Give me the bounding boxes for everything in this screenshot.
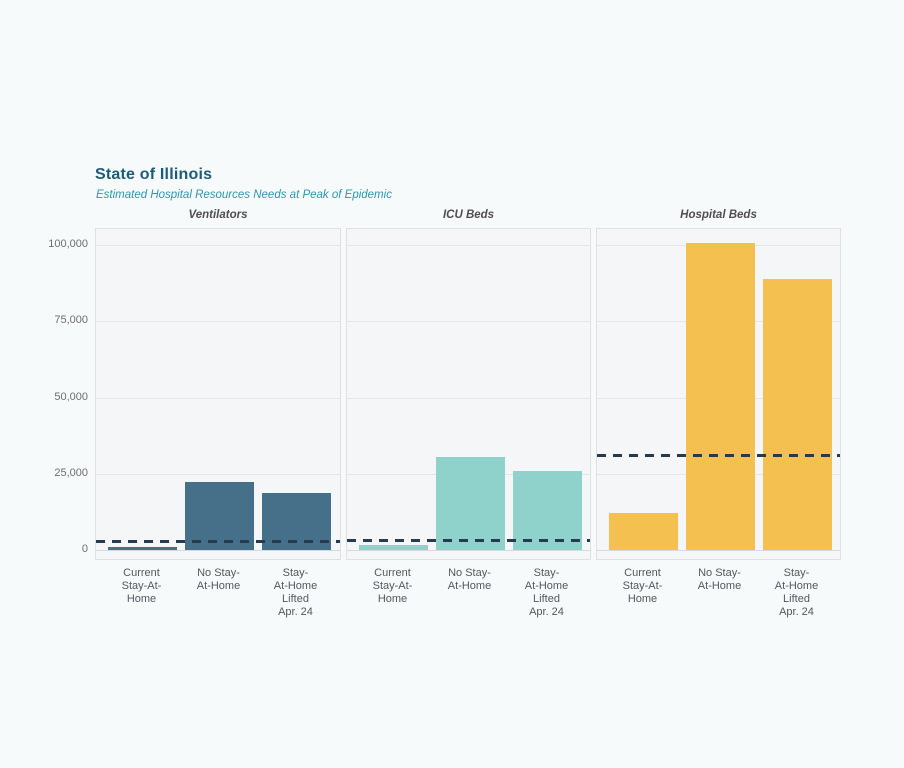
gridline (347, 397, 590, 399)
gridline (96, 473, 340, 475)
bar-ventilators-no-stay-at-home (185, 481, 254, 550)
capacity-dashed-line-ventilators (96, 539, 340, 543)
x-axis-label-current-stay-at-home: Current Stay-At- Home (372, 567, 413, 605)
x-axis-label-stay-at-home-lifted-apr-24: Stay- At-Home Lifted Apr. 24 (524, 567, 569, 618)
capacity-dashed-line-hospital-beds (597, 454, 840, 458)
x-axis-label-stay-at-home-lifted-apr-24: Stay- At-Home Lifted Apr. 24 (774, 567, 819, 618)
gridline (347, 550, 590, 551)
gridline (96, 245, 340, 246)
x-axis-label-no-stay-at-home: No Stay- At-Home (196, 567, 241, 592)
gridline (347, 321, 590, 323)
x-axis-label-current-stay-at-home: Current Stay-At- Home (622, 567, 663, 605)
bar-icu-beds-stay-at-home-lifted-apr-24 (513, 470, 582, 550)
chart-title: State of Illinois (95, 166, 213, 183)
bar-icu-beds-current-stay-at-home (359, 545, 428, 550)
panel-icu-beds (346, 228, 591, 560)
bar-icu-beds-no-stay-at-home (436, 456, 505, 550)
gridline (96, 550, 340, 551)
gridline (96, 397, 340, 399)
gridline (347, 245, 590, 246)
panel-title-icu-beds: ICU Beds (442, 209, 495, 221)
panel-hospital-beds (596, 228, 841, 560)
bar-hospital-beds-no-stay-at-home (686, 243, 755, 550)
bar-hospital-beds-stay-at-home-lifted-apr-24 (763, 278, 832, 550)
panel-ventilators (95, 228, 341, 560)
panel-title-hospital-beds: Hospital Beds (680, 209, 757, 221)
y-axis-tick-label: 50,000 (54, 390, 88, 403)
y-axis-tick-label: 100,000 (48, 238, 88, 250)
x-axis-label-no-stay-at-home: No Stay- At-Home (447, 567, 492, 592)
chart-subtitle: Estimated Hospital Resources Needs at Pe… (96, 189, 392, 201)
x-axis-label-current-stay-at-home: Current Stay-At- Home (121, 567, 162, 605)
bar-hospital-beds-current-stay-at-home (609, 513, 678, 550)
y-axis-tick-label: 0 (81, 543, 88, 555)
panel-title-ventilators: Ventilators (188, 209, 248, 221)
x-axis-label-no-stay-at-home: No Stay- At-Home (697, 567, 742, 592)
gridline (597, 550, 840, 551)
bar-ventilators-current-stay-at-home (108, 546, 177, 550)
y-axis-tick-label: 25,000 (54, 466, 88, 479)
x-axis-label-stay-at-home-lifted-apr-24: Stay- At-Home Lifted Apr. 24 (273, 567, 318, 618)
y-axis-tick-label: 75,000 (54, 314, 88, 327)
capacity-dashed-line-icu-beds (347, 539, 590, 543)
gridline (96, 321, 340, 323)
